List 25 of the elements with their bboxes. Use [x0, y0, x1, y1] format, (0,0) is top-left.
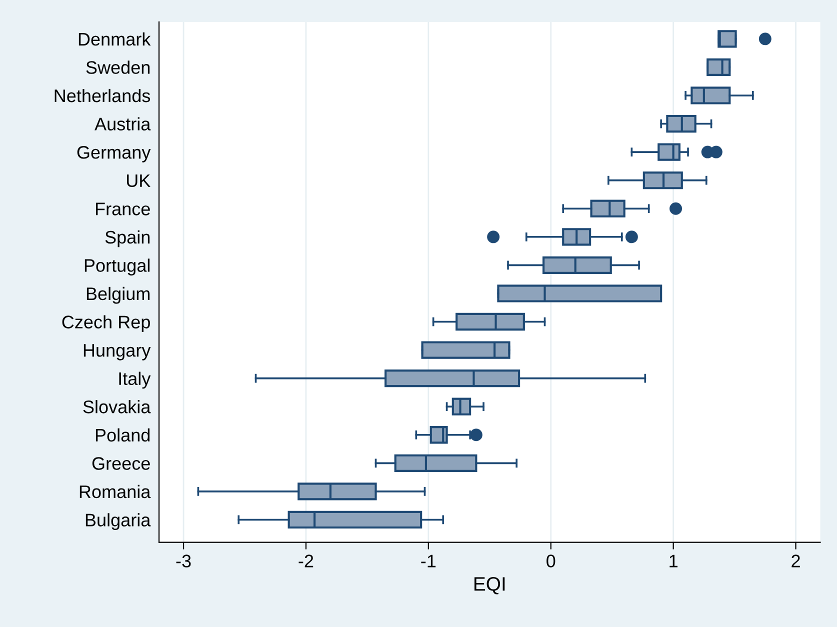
y-tick-label: Hungary [84, 344, 151, 360]
x-tick-label: -3 [176, 554, 191, 568]
y-tick-label: Poland [96, 428, 150, 442]
y-tick-label: Netherlands [54, 88, 150, 102]
y-tick-label: Spain [105, 230, 150, 248]
y-tick-label: Romania [80, 484, 151, 498]
y-tick-label: France [96, 202, 150, 216]
x-tick-label: 0 [546, 554, 556, 568]
x-tick-label: 2 [792, 554, 800, 568]
x-tick-label: -1 [421, 554, 436, 568]
y-tick-label: Austria [94, 117, 151, 130]
y-tick-label: Denmark [78, 32, 151, 46]
y-tick-label: Slovakia [83, 400, 151, 414]
y-tick-label: Portugal [84, 258, 150, 276]
y-tick-label: Germany [77, 146, 151, 162]
x-tick-label: -2 [298, 554, 314, 568]
y-tick-label: Sweden [86, 60, 150, 74]
y-tick-label: Greece [92, 457, 150, 470]
x-tick-label: 1 [670, 554, 678, 568]
x-axis-title: EQI [474, 577, 505, 594]
y-tick-label: UK [127, 174, 150, 188]
y-tick-label: Belgium [86, 286, 150, 304]
y-tick-label: Bulgaria [86, 513, 151, 530]
y-tick-label: Czech Rep [62, 315, 150, 332]
y-tick-label: Italy [119, 372, 151, 389]
